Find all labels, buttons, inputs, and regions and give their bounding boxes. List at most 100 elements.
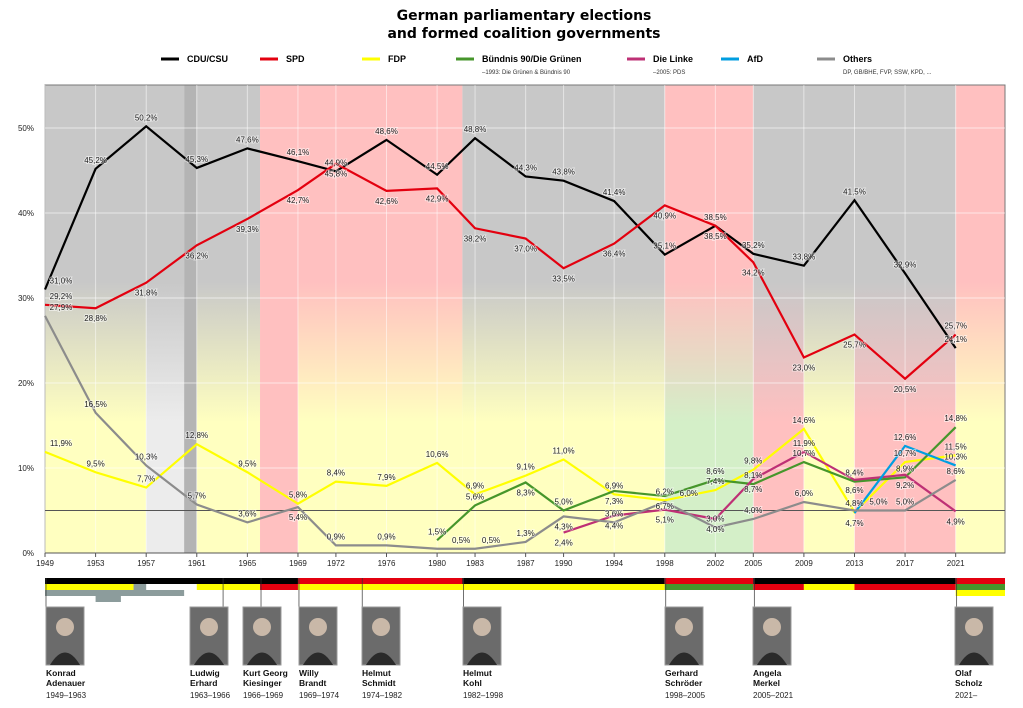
y-tick-label: 50% bbox=[18, 124, 34, 133]
data-label: 25,7% bbox=[944, 322, 967, 331]
data-label: 12,8% bbox=[185, 431, 208, 440]
coalition-bar bbox=[95, 596, 121, 602]
data-label: 10,3% bbox=[135, 452, 158, 461]
data-label: 4,4% bbox=[605, 522, 623, 531]
data-label: 38,5% bbox=[704, 232, 727, 241]
x-tick-label: 1972 bbox=[327, 559, 345, 568]
data-label: 9,2% bbox=[896, 481, 914, 490]
series-line-fdp bbox=[44, 427, 956, 514]
legend-sublabel: –2005: PDS bbox=[653, 70, 685, 76]
government-period-bg bbox=[753, 85, 804, 553]
legend-label: Others bbox=[843, 54, 872, 64]
data-label: 6,0% bbox=[680, 489, 698, 498]
coalition-bar bbox=[664, 584, 754, 590]
chancellor-last-name: Brandt bbox=[299, 678, 327, 688]
data-label: 33,5% bbox=[552, 274, 575, 283]
coalition-bar bbox=[297, 578, 463, 584]
data-label: 6,0% bbox=[795, 489, 813, 498]
data-label: 41,4% bbox=[603, 188, 626, 197]
legend-label: FDP bbox=[388, 54, 406, 64]
data-label: 4,3% bbox=[554, 522, 572, 531]
data-label: 7,3% bbox=[605, 497, 623, 506]
data-label: 44,9% bbox=[325, 158, 348, 167]
x-tick-label: 2017 bbox=[896, 559, 914, 568]
x-tick-label: 2009 bbox=[795, 559, 813, 568]
data-label: 28,8% bbox=[84, 314, 107, 323]
portrait-face bbox=[763, 618, 781, 636]
data-label: 8,3% bbox=[517, 488, 535, 497]
data-label: 16,5% bbox=[84, 400, 107, 409]
chancellor-last-name: Schröder bbox=[665, 678, 703, 688]
coalition-bar bbox=[803, 584, 855, 590]
data-label: 5,0% bbox=[869, 498, 887, 507]
chancellor-last-name: Kiesinger bbox=[243, 678, 282, 688]
data-label: 50,2% bbox=[135, 113, 158, 122]
data-label: 23,0% bbox=[793, 364, 816, 373]
data-label: 48,8% bbox=[464, 125, 487, 134]
chart-title-line2: and formed coalition governments bbox=[387, 26, 660, 42]
data-label: 20,5% bbox=[894, 385, 917, 394]
portrait-face bbox=[200, 618, 218, 636]
legend-label: CDU/CSU bbox=[187, 54, 228, 64]
data-label: 10,7% bbox=[894, 449, 917, 458]
x-tick-label: 1953 bbox=[87, 559, 105, 568]
coalition-bar bbox=[297, 584, 665, 590]
coalition-bar bbox=[955, 590, 1005, 596]
x-tick-label: 1961 bbox=[188, 559, 206, 568]
data-label: 11,9% bbox=[50, 439, 72, 448]
chancellor-term: 2021– bbox=[955, 691, 978, 700]
data-label: 34,2% bbox=[742, 268, 765, 277]
data-label: 8,4% bbox=[845, 469, 863, 478]
portrait-body bbox=[303, 652, 333, 665]
data-label: 24,1% bbox=[944, 335, 967, 344]
data-label: 4,9% bbox=[947, 517, 965, 526]
y-tick-label: 20% bbox=[18, 379, 34, 388]
data-label: 45,3% bbox=[185, 155, 208, 164]
portrait-body bbox=[366, 652, 396, 665]
data-label: 38,2% bbox=[464, 234, 487, 243]
chancellor-first-name: Helmut bbox=[362, 668, 391, 678]
data-label: 8,6% bbox=[845, 486, 863, 495]
data-label: 31,8% bbox=[135, 289, 158, 298]
chancellor-first-name: Angela bbox=[753, 668, 782, 678]
data-label: 35,2% bbox=[742, 241, 765, 250]
data-label: 40,9% bbox=[653, 211, 676, 220]
series-line-others bbox=[44, 315, 957, 550]
data-label: 10,7% bbox=[793, 449, 816, 458]
coalition-bar bbox=[955, 584, 1005, 590]
legend-label: Bündnis 90/Die Grünen bbox=[482, 54, 582, 64]
data-label: 8,9% bbox=[896, 464, 914, 473]
chancellor-last-name: Kohl bbox=[463, 678, 482, 688]
data-label: 1,3% bbox=[517, 529, 535, 538]
chancellor-term: 2005–2021 bbox=[753, 691, 794, 700]
data-label: 6,9% bbox=[466, 481, 484, 490]
data-label: 27,9% bbox=[50, 303, 73, 312]
portrait-face bbox=[473, 618, 491, 636]
data-label: 8,6% bbox=[947, 467, 965, 476]
data-label: 14,8% bbox=[944, 414, 967, 423]
data-label: 3,6% bbox=[238, 509, 256, 518]
chancellor-last-name: Adenauer bbox=[46, 678, 86, 688]
x-tick-label: 1976 bbox=[378, 559, 396, 568]
data-label: 41,5% bbox=[843, 187, 866, 196]
data-label: 9,5% bbox=[238, 459, 256, 468]
chancellor-first-name: Olaf bbox=[955, 668, 972, 678]
coalition-bar bbox=[133, 584, 147, 590]
coalition-bar bbox=[664, 578, 754, 584]
x-tick-label: 1957 bbox=[137, 559, 155, 568]
data-label: 5,7% bbox=[188, 492, 206, 501]
data-label: 4,0% bbox=[706, 525, 724, 534]
data-label: 45,2% bbox=[84, 156, 107, 165]
x-tick-label: 1965 bbox=[238, 559, 256, 568]
portrait-body bbox=[247, 652, 277, 665]
data-label: 38,5% bbox=[704, 213, 727, 222]
chart-title-line1: German parliamentary elections bbox=[397, 8, 652, 24]
data-label: 37,0% bbox=[514, 245, 537, 254]
data-label: 43,8% bbox=[552, 168, 575, 177]
data-label: 5,0% bbox=[554, 498, 572, 507]
data-label: 33,8% bbox=[793, 253, 816, 262]
x-tick-label: 1983 bbox=[466, 559, 484, 568]
data-label: 39,3% bbox=[236, 225, 259, 234]
coalition-bar bbox=[955, 578, 1005, 584]
data-label: 6,9% bbox=[605, 481, 623, 490]
